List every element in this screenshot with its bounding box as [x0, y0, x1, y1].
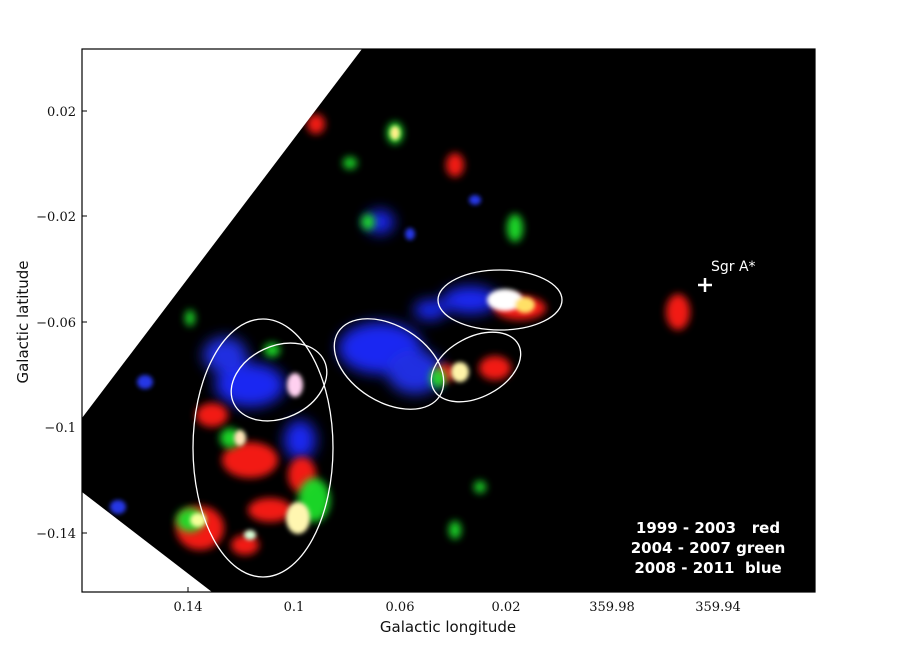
legend-line-3: 2008 - 2011 blue [634, 559, 781, 577]
sgr-a-star-label: Sgr A* [711, 259, 756, 275]
image-panel: Sgr A* 1999 - 2003 red 2004 - 2007 green… [82, 49, 815, 592]
region-ellipse-lower-right [430, 331, 522, 403]
y-tick-label: −0.02 [36, 210, 76, 225]
y-tick-label: −0.06 [36, 316, 76, 331]
x-tick-label: 0.1 [284, 600, 305, 615]
y-tick-label: 0.02 [47, 105, 76, 120]
sgr-a-star-marker [698, 278, 712, 292]
xray-emission [110, 114, 690, 555]
y-axis-label: Galactic latitude [14, 260, 32, 383]
x-axis-label: Galactic longitude [380, 618, 516, 636]
plot-frame [81, 48, 816, 593]
y-tick-label: −0.1 [44, 421, 76, 436]
y-tick-label: −0.14 [36, 527, 76, 542]
x-tick-label: 0.14 [174, 600, 203, 615]
x-tick-label: 359.94 [695, 600, 741, 615]
region-ellipse-small-top-left [230, 342, 328, 422]
x-tick-label: 359.98 [589, 600, 635, 615]
y-axis [82, 110, 87, 534]
region-ellipse-large [192, 318, 334, 578]
region-ellipse-upper-right [437, 269, 563, 331]
legend-line-1: 1999 - 2003 red [636, 519, 780, 537]
no-coverage-wedge-top [82, 49, 362, 418]
epoch-legend: 1999 - 2003 red 2004 - 2007 green 2008 -… [631, 519, 786, 577]
region-outlines [192, 269, 563, 578]
legend-line-2: 2004 - 2007 green [631, 539, 786, 557]
x-tick-label: 0.02 [492, 600, 521, 615]
x-axis [187, 587, 719, 592]
x-tick-label: 0.06 [386, 600, 415, 615]
region-ellipse-middle [333, 318, 445, 410]
no-coverage-wedge-bottom [82, 492, 212, 592]
